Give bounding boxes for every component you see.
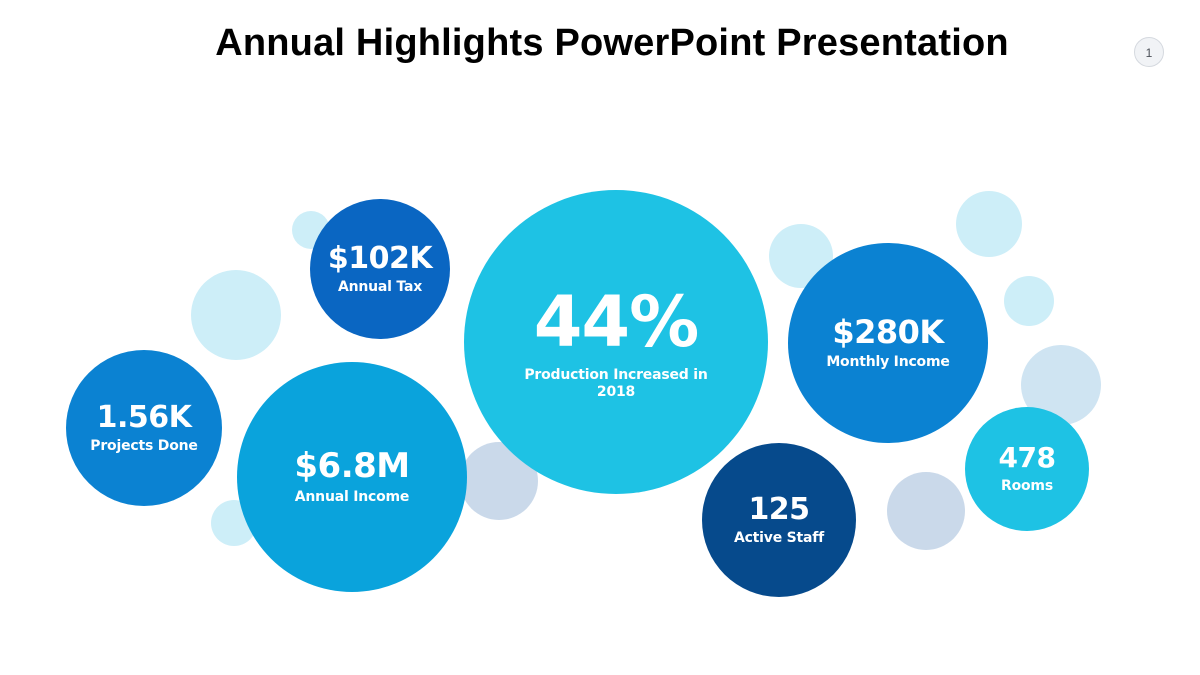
active-staff-label: Active Staff — [733, 530, 825, 547]
annual-income-value: $6.8M — [294, 445, 410, 486]
projects-done-value: 1.56K — [96, 400, 192, 436]
annual-income-label: Annual Income — [294, 489, 410, 506]
decorative-circle — [1004, 276, 1054, 326]
annual-tax-label: Annual Tax — [337, 279, 423, 296]
decorative-circle — [887, 472, 965, 550]
rooms-value: 478 — [998, 441, 1056, 475]
active-staff-value: 125 — [748, 492, 810, 528]
page-number-badge: 1 — [1134, 37, 1164, 67]
monthly-income-bubble: $280K Monthly Income — [788, 243, 988, 443]
projects-done-label: Projects Done — [90, 438, 198, 455]
annual-income-bubble: $6.8M Annual Income — [237, 362, 467, 592]
annual-tax-value: $102K — [327, 241, 433, 277]
projects-done-bubble: 1.56K Projects Done — [66, 350, 222, 506]
rooms-bubble: 478 Rooms — [965, 407, 1089, 531]
production-value: 44% — [533, 280, 700, 363]
monthly-income-label: Monthly Income — [826, 354, 950, 371]
decorative-circle — [191, 270, 281, 360]
active-staff-bubble: 125 Active Staff — [702, 443, 856, 597]
slide-title: Annual Highlights PowerPoint Presentatio… — [215, 22, 1009, 64]
production-bubble: 44% Production Increased in 2018 — [464, 190, 768, 494]
monthly-income-value: $280K — [832, 313, 944, 351]
decorative-circle — [956, 191, 1022, 257]
production-label: Production Increased in 2018 — [524, 366, 708, 400]
rooms-label: Rooms — [1001, 478, 1053, 494]
annual-tax-bubble: $102K Annual Tax — [310, 199, 450, 339]
